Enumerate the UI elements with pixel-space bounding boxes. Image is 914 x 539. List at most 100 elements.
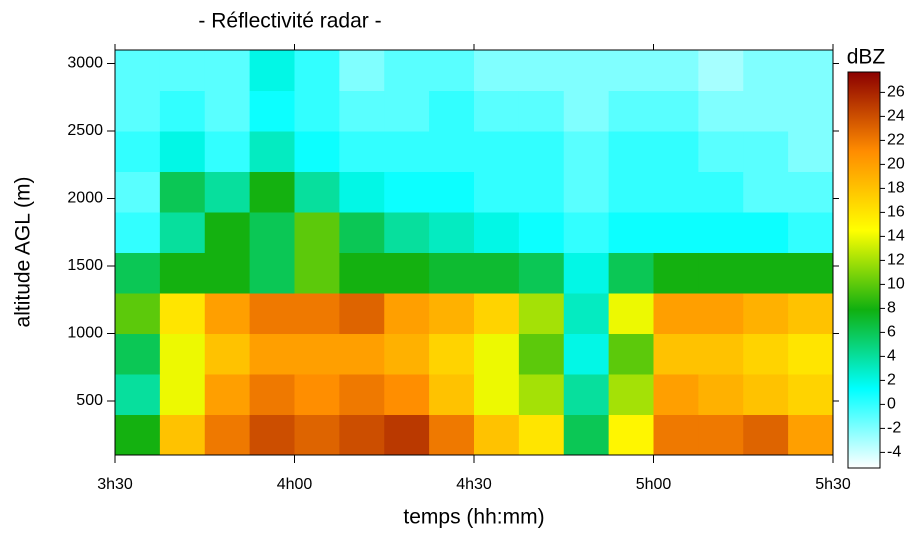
heatmap-cell	[743, 374, 789, 415]
heatmap-cell	[115, 131, 161, 172]
heatmap-cell	[204, 171, 251, 213]
heatmap-cell	[249, 171, 295, 213]
heatmap-cell	[159, 333, 206, 375]
heatmap-cell	[339, 293, 385, 334]
heatmap-cell	[788, 252, 834, 294]
heatmap-cell	[474, 131, 520, 172]
heatmap-cell	[384, 293, 430, 334]
heatmap-cell	[653, 374, 699, 415]
heatmap-cell	[474, 212, 520, 253]
heatmap-cell	[788, 333, 834, 375]
heatmap-cell	[474, 252, 520, 294]
heatmap-cell	[474, 333, 520, 375]
heatmap-cell	[788, 50, 834, 91]
heatmap-cell	[115, 414, 161, 456]
heatmap-cell	[294, 374, 340, 415]
heatmap-cell	[204, 50, 251, 91]
heatmap-cell	[518, 131, 565, 172]
heatmap-cell	[115, 50, 161, 91]
heatmap-cell	[563, 252, 610, 294]
heatmap-cell	[204, 90, 251, 132]
heatmap-cell	[608, 293, 654, 334]
heatmap-cell	[788, 131, 834, 172]
heatmap-cell	[339, 90, 385, 132]
heatmap-cell	[159, 212, 206, 253]
heatmap-cell	[563, 293, 610, 334]
heatmap-cell	[249, 293, 295, 334]
heatmap-cell	[518, 90, 565, 132]
heatmap-cell	[518, 171, 565, 213]
colorbar-tick-label: 6	[887, 324, 896, 341]
colorbar-tick-label: 2	[887, 372, 896, 389]
heatmap-cell	[204, 374, 251, 415]
heatmap-cell	[563, 50, 610, 91]
heatmap-cell	[743, 414, 789, 456]
heatmap-cell	[384, 50, 430, 91]
colorbar-label: dBZ	[847, 46, 886, 69]
colorbar-tick-label: -2	[887, 420, 901, 437]
heatmap-cell	[743, 212, 789, 253]
colorbar	[847, 71, 881, 469]
heatmap-cell	[743, 293, 789, 334]
heatmap-cell	[518, 252, 565, 294]
heatmap-cell	[339, 131, 385, 172]
heatmap-cell	[115, 293, 161, 334]
heatmap-cell	[294, 171, 340, 213]
heatmap-cell	[608, 252, 654, 294]
heatmap-cell	[698, 212, 744, 253]
heatmap-cell	[743, 171, 789, 213]
heatmap-cell	[788, 293, 834, 334]
heatmap-cell	[563, 212, 610, 253]
x-tick-label: 5h00	[636, 476, 672, 493]
heatmap-cell	[429, 374, 475, 415]
heatmap-cell	[474, 50, 520, 91]
heatmap-cell	[653, 131, 699, 172]
heatmap-cell	[249, 131, 295, 172]
x-tick-label: 4h30	[456, 476, 492, 493]
heatmap-cell	[429, 293, 475, 334]
heatmap-cell	[653, 252, 699, 294]
colorbar-tick-label: 0	[887, 396, 896, 413]
heatmap-cell	[518, 374, 565, 415]
heatmap-cell	[204, 333, 251, 375]
heatmap-cell	[698, 171, 744, 213]
heatmap-cell	[115, 252, 161, 294]
colorbar-tick-label: 8	[887, 300, 896, 317]
colorbar-tick-label: 10	[887, 276, 905, 293]
heatmap-cell	[608, 50, 654, 91]
heatmap-cell	[474, 171, 520, 213]
heatmap-cell	[743, 131, 789, 172]
heatmap-cell	[159, 50, 206, 91]
heatmap-cell	[653, 414, 699, 456]
heatmap-cell	[384, 171, 430, 213]
x-tick-label: 3h30	[97, 476, 133, 493]
heatmap-cell	[294, 90, 340, 132]
heatmap-cell	[294, 212, 340, 253]
heatmap-cell	[294, 333, 340, 375]
heatmap-cell	[204, 293, 251, 334]
heatmap-cell	[653, 293, 699, 334]
heatmap-cell	[429, 414, 475, 456]
heatmap-cell	[608, 414, 654, 456]
heatmap-cell	[249, 50, 295, 91]
heatmap-cell	[384, 212, 430, 253]
heatmap-cell	[159, 171, 206, 213]
heatmap-cell	[563, 414, 610, 456]
y-tick-label: 1000	[67, 325, 103, 342]
heatmap-cell	[698, 50, 744, 91]
heatmap-cell	[788, 212, 834, 253]
heatmap-cell	[249, 90, 295, 132]
heatmap-cell	[743, 333, 789, 375]
heatmap-cell	[563, 131, 610, 172]
heatmap-cell	[429, 252, 475, 294]
colorbar-tick-label: 12	[887, 252, 905, 269]
x-tick-label: 5h30	[815, 476, 851, 493]
heatmap-cell	[204, 131, 251, 172]
heatmap-cell	[788, 374, 834, 415]
heatmap-cell	[653, 90, 699, 132]
heatmap-cell	[608, 374, 654, 415]
heatmap-cell	[159, 252, 206, 294]
heatmap-cell	[698, 90, 744, 132]
heatmap-cell	[339, 50, 385, 91]
heatmap-cell	[608, 171, 654, 213]
